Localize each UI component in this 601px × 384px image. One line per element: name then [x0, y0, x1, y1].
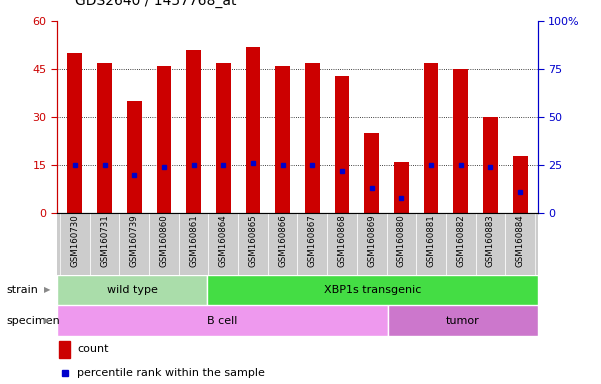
Bar [505, 213, 535, 275]
Text: GSM160883: GSM160883 [486, 214, 495, 267]
Bar [127, 101, 142, 213]
Bar [186, 50, 201, 213]
Text: GSM160730: GSM160730 [70, 214, 79, 267]
Text: GSM160860: GSM160860 [159, 214, 168, 267]
Bar [327, 213, 357, 275]
Text: ▶: ▶ [44, 316, 50, 325]
Bar [453, 69, 468, 213]
Text: GSM160881: GSM160881 [427, 214, 436, 267]
Bar [513, 156, 528, 213]
Text: B cell: B cell [207, 316, 237, 326]
Text: XBP1s transgenic: XBP1s transgenic [324, 285, 421, 295]
Text: wild type: wild type [107, 285, 157, 295]
Text: GSM160731: GSM160731 [100, 214, 109, 267]
Bar [394, 162, 409, 213]
Bar [60, 213, 90, 275]
Text: percentile rank within the sample: percentile rank within the sample [78, 368, 265, 379]
Text: GSM160739: GSM160739 [130, 214, 139, 267]
Bar [246, 47, 260, 213]
Bar [268, 213, 297, 275]
Text: GSM160884: GSM160884 [516, 214, 525, 267]
Text: GSM160867: GSM160867 [308, 214, 317, 267]
Text: ▶: ▶ [44, 285, 50, 295]
Text: GSM160868: GSM160868 [338, 214, 347, 267]
Text: tumor: tumor [446, 316, 480, 326]
Text: strain: strain [6, 285, 38, 295]
Text: GSM160869: GSM160869 [367, 214, 376, 267]
Bar [475, 213, 505, 275]
Bar [149, 213, 178, 275]
Bar [57, 275, 207, 305]
Bar [424, 63, 439, 213]
Bar [275, 66, 290, 213]
Bar [57, 305, 388, 336]
Bar [67, 53, 82, 213]
Bar [120, 213, 149, 275]
Text: count: count [78, 344, 109, 354]
Bar [156, 66, 171, 213]
Bar [305, 63, 320, 213]
Bar [97, 63, 112, 213]
Bar [388, 305, 538, 336]
Bar [297, 213, 327, 275]
Text: GSM160880: GSM160880 [397, 214, 406, 267]
Bar [386, 213, 416, 275]
Bar [209, 213, 238, 275]
Text: GSM160866: GSM160866 [278, 214, 287, 267]
Bar [335, 76, 349, 213]
Bar [416, 213, 446, 275]
Bar [357, 213, 386, 275]
Text: GSM160861: GSM160861 [189, 214, 198, 267]
Text: GSM160865: GSM160865 [248, 214, 257, 267]
Text: GSM160864: GSM160864 [219, 214, 228, 267]
Bar [90, 213, 120, 275]
Bar [57, 213, 538, 275]
Bar [446, 213, 475, 275]
Bar [216, 63, 231, 213]
Text: GDS2640 / 1457768_at: GDS2640 / 1457768_at [75, 0, 237, 8]
Bar [207, 275, 538, 305]
Bar [59, 341, 70, 358]
Bar [483, 117, 498, 213]
Bar [178, 213, 209, 275]
Text: GSM160882: GSM160882 [456, 214, 465, 267]
Bar [238, 213, 268, 275]
Bar [364, 133, 379, 213]
Text: specimen: specimen [6, 316, 59, 326]
